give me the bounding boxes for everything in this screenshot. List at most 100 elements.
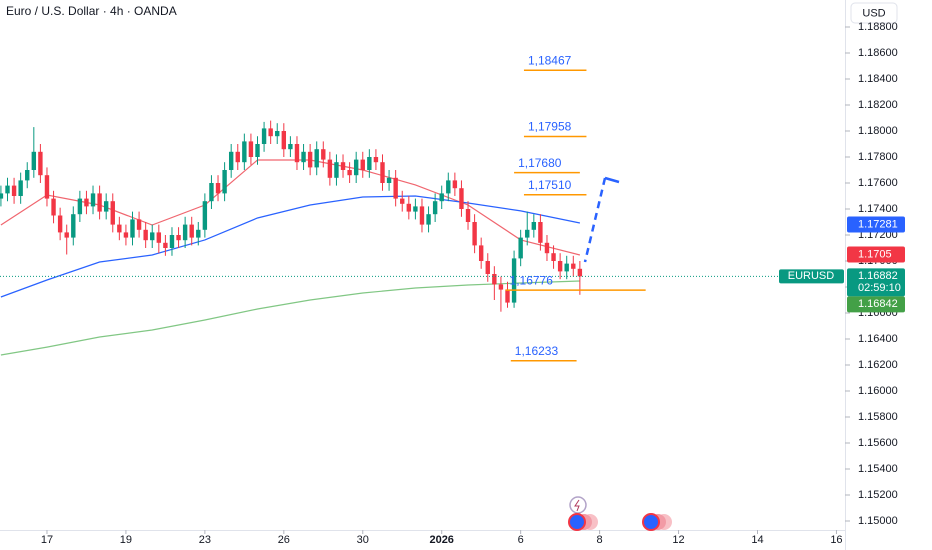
candle-body xyxy=(130,219,135,238)
candle-body xyxy=(327,159,333,178)
y-tick-label: 1.17600 xyxy=(858,177,898,189)
candle-body xyxy=(498,284,504,290)
x-tick-label: 26 xyxy=(278,534,290,546)
moving-average-line xyxy=(0,280,580,356)
candle-body xyxy=(564,263,569,272)
candle-body xyxy=(465,209,471,222)
plot xyxy=(0,69,845,362)
candle-body xyxy=(314,149,319,168)
candle-body xyxy=(189,224,194,238)
y-tick-label: 1.18200 xyxy=(858,99,898,111)
candle-body xyxy=(518,237,523,259)
candle-body xyxy=(123,232,129,238)
price-badge xyxy=(847,216,905,233)
candle-body xyxy=(340,162,346,170)
candle-body xyxy=(110,201,115,225)
candle-body xyxy=(235,151,240,163)
candle-body xyxy=(71,214,76,238)
currency-button[interactable] xyxy=(850,2,898,24)
event-icons xyxy=(568,496,672,531)
candle-body xyxy=(525,229,530,238)
level-label: 1,18467 xyxy=(528,53,572,67)
candle-body xyxy=(169,235,175,248)
candle-body xyxy=(531,222,537,230)
currency-label[interactable]: USD xyxy=(862,7,885,19)
ma-badge-label: 1.16842 xyxy=(858,298,898,310)
level-label: 1,16776 xyxy=(510,273,554,287)
candle-body xyxy=(353,159,359,176)
candle-body xyxy=(294,144,300,163)
event-icon-glyph xyxy=(574,499,580,512)
y-tick-label: 1.17400 xyxy=(858,203,898,215)
candle-body xyxy=(182,224,188,241)
countdown-label: 02:59:10 xyxy=(858,282,901,294)
candle-body xyxy=(248,141,254,157)
candle-body xyxy=(77,198,83,215)
candle-body xyxy=(156,232,162,243)
candle-body xyxy=(196,229,201,238)
event-icon[interactable] xyxy=(642,513,660,531)
candle-body xyxy=(373,157,379,163)
candle-body xyxy=(419,206,425,225)
candle-body xyxy=(103,201,109,212)
candle-body xyxy=(485,261,490,274)
candle-body xyxy=(11,185,17,196)
candle-body xyxy=(347,170,352,176)
candle-body xyxy=(275,131,280,137)
y-tick-label: 1.18000 xyxy=(858,125,898,137)
candle-body xyxy=(571,263,576,269)
candle-body xyxy=(215,183,221,194)
candle-body xyxy=(452,180,458,189)
y-tick-label: 1.16000 xyxy=(858,385,898,397)
candle-body xyxy=(261,128,267,144)
candle-body xyxy=(209,183,214,202)
candle-body xyxy=(367,157,372,170)
candle-body xyxy=(57,215,63,233)
candle-body xyxy=(432,201,438,215)
candle-body xyxy=(301,151,306,163)
x-tick-label: 14 xyxy=(751,534,763,546)
y-tick-label: 1.18400 xyxy=(858,73,898,85)
candle-body xyxy=(150,232,155,241)
candle-body xyxy=(459,188,464,209)
x-tick-label: 16 xyxy=(830,534,842,546)
level-label: 1,17958 xyxy=(528,120,572,134)
candle-body xyxy=(281,131,287,150)
candle-body xyxy=(0,193,4,199)
candle-body xyxy=(143,229,148,241)
candle-body xyxy=(551,253,556,261)
candle-body xyxy=(478,245,484,261)
candle-body xyxy=(84,198,89,207)
x-tick-label: 6 xyxy=(518,534,524,546)
candle-body xyxy=(228,151,234,170)
y-tick-label: 1.16200 xyxy=(858,359,898,371)
event-icon[interactable] xyxy=(568,513,586,531)
candle-body xyxy=(163,242,168,248)
candle-body xyxy=(538,222,543,243)
y-tick-label: 1.15400 xyxy=(858,463,898,475)
candle-body xyxy=(426,214,431,225)
last-price-badge xyxy=(847,268,905,297)
y-tick-label: 1.15600 xyxy=(858,437,898,449)
event-icon[interactable] xyxy=(569,496,587,514)
candle-body xyxy=(268,128,273,137)
candle-body xyxy=(222,170,227,194)
candle-body xyxy=(51,198,56,216)
price-badge-label: 1.17281 xyxy=(858,218,898,230)
x-tick-label: 19 xyxy=(120,534,132,546)
candle-body xyxy=(393,177,398,199)
candle-body xyxy=(44,175,50,199)
candle-body xyxy=(321,149,326,160)
candle-body xyxy=(18,180,23,196)
candle-body xyxy=(202,201,208,230)
projection-arrow xyxy=(604,176,620,184)
symbol-label: EURUSD xyxy=(788,270,835,282)
candle-body xyxy=(577,268,583,277)
candle-body xyxy=(242,141,247,163)
candle-body xyxy=(557,261,563,272)
level-label: 1,17680 xyxy=(518,156,562,170)
y-tick-label: 1.16400 xyxy=(858,333,898,345)
x-tick-label: 8 xyxy=(597,534,603,546)
